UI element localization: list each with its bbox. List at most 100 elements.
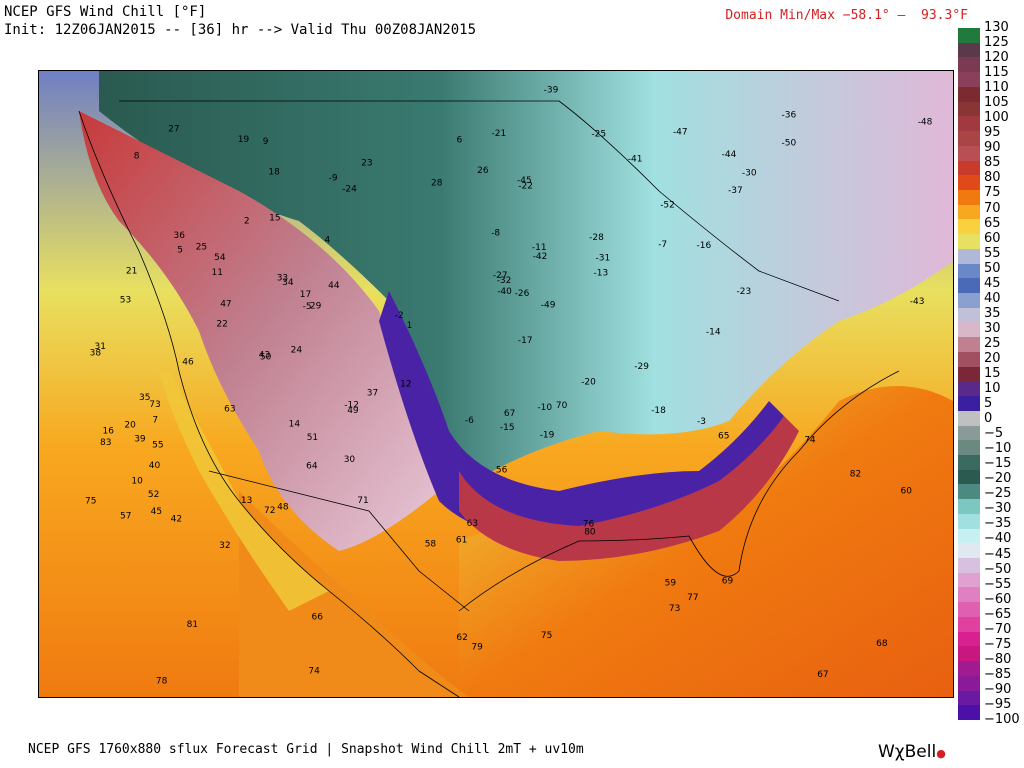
- wind-chill-value: -10: [537, 403, 552, 413]
- wind-chill-value: 38: [90, 349, 102, 359]
- wind-chill-value: 26: [477, 166, 489, 176]
- wind-chill-value: 62: [456, 633, 467, 643]
- wind-chill-value: -37: [728, 186, 743, 196]
- wind-chill-map: -26 -24 -27 -32 -30 -31 -25 -22 -36 -37 -39 -43 -45-…: [38, 70, 954, 698]
- colorbar-label: −45: [984, 546, 1012, 562]
- wind-chill-value: -9: [329, 174, 338, 184]
- wind-chill-value: 37: [367, 389, 378, 399]
- wind-chill-value: 82: [850, 469, 861, 479]
- colorbar-swatch: [958, 248, 980, 265]
- wind-chill-value: 4: [325, 236, 331, 246]
- wind-chill-value: 64: [306, 462, 318, 472]
- wind-chill-value: 33: [277, 273, 288, 283]
- wind-chill-value: 25: [196, 242, 207, 252]
- colorbar-swatch: [958, 690, 980, 706]
- wind-chill-value: -6: [465, 416, 474, 426]
- wind-chill-value: -14: [706, 328, 721, 338]
- wind-chill-values: -26-24-27-32-30-31-25-22-36-37-39-43-45-…: [85, 86, 933, 687]
- colorbar-swatch: [958, 145, 980, 161]
- colorbar-swatch: [958, 131, 980, 147]
- wind-chill-value: 34: [282, 278, 294, 288]
- colorbar-swatch: [958, 263, 980, 279]
- wind-chill-value: 70: [556, 401, 568, 411]
- colorbar-label: 20: [984, 350, 1001, 366]
- colorbar-label: 55: [984, 245, 1001, 261]
- colorbar-label: −30: [984, 501, 1012, 517]
- colorbar-swatch: [958, 661, 980, 677]
- colorbar-swatch: [958, 410, 980, 427]
- colorbar-swatch: [958, 86, 980, 103]
- wind-chill-value: -48: [918, 118, 933, 128]
- wind-chill-value: -30: [742, 169, 757, 179]
- wind-chill-value: -15: [500, 423, 515, 433]
- colorbar-label: 125: [984, 35, 1009, 51]
- wind-chill-value: 13: [241, 496, 252, 506]
- colorbar-label: 50: [984, 260, 1001, 276]
- colorbar-label: 25: [984, 335, 1001, 351]
- footer-source: NCEP GFS 1760x880 sflux Forecast Grid | …: [28, 742, 584, 757]
- colorbar-swatch: [958, 631, 980, 647]
- wind-chill-value: -50: [782, 139, 797, 149]
- colorbar-swatch: [958, 28, 980, 44]
- wind-chill-value: 61: [456, 535, 467, 545]
- wind-chill-value: 7: [152, 415, 158, 425]
- colorbar-swatch: [958, 646, 980, 662]
- colorbar-label: 30: [984, 320, 1001, 336]
- colorbar-label: 70: [984, 200, 1001, 216]
- wind-chill-value: 39: [134, 434, 146, 444]
- wind-chill-value: 72: [264, 506, 275, 516]
- wind-chill-value: -41: [628, 155, 643, 165]
- wind-chill-value: 46: [182, 358, 194, 368]
- colorbar-label: 15: [984, 366, 1001, 381]
- colorbar-swatch: [958, 351, 980, 368]
- wind-chill-value: 31: [95, 342, 106, 352]
- wind-chill-value: 49: [347, 406, 359, 416]
- canada-shading: [99, 71, 953, 491]
- wind-chill-value: -32: [497, 276, 512, 286]
- wind-chill-value: 21: [126, 266, 137, 276]
- wind-chill-value: -20: [581, 378, 596, 388]
- wind-chill-value: 23: [361, 159, 372, 169]
- colorbar-swatch: [958, 572, 980, 588]
- western-us-shading: [79, 111, 439, 551]
- wind-chill-value: 50: [260, 353, 272, 363]
- colorbar-swatch: [958, 602, 980, 618]
- wind-chill-value: 40: [149, 461, 161, 471]
- colorbar-swatch: [958, 204, 980, 220]
- wind-chill-value: -3: [697, 417, 706, 427]
- colorbar-label: −85: [984, 666, 1012, 682]
- colorbar-swatch: [958, 587, 980, 603]
- colorbar-swatch: [958, 57, 980, 73]
- wind-chill-value: -16: [697, 241, 712, 251]
- colorbar-swatch: [958, 293, 980, 309]
- colorbar-swatch: [958, 543, 980, 559]
- wind-chill-value: 56: [496, 465, 508, 475]
- wind-chill-value: 54: [214, 253, 226, 263]
- colorbar-swatch: [958, 366, 980, 382]
- wind-chill-value: 74: [308, 667, 320, 677]
- colorbar-swatch: [958, 705, 980, 721]
- colorbar-label: −40: [984, 531, 1012, 547]
- wind-chill-value: -47: [673, 128, 688, 138]
- us-mexico-border: [208, 470, 470, 612]
- wind-chill-value: 67: [504, 409, 515, 419]
- wind-chill-value: 30: [344, 455, 356, 465]
- wind-chill-value: -11: [532, 243, 547, 253]
- colorbar-label: −80: [984, 651, 1012, 667]
- wind-chill-value: 67: [817, 670, 828, 680]
- us-canada-border: [119, 100, 840, 302]
- wind-chill-value: 80: [584, 528, 596, 538]
- wind-chill-value: -36: [782, 110, 797, 120]
- wind-chill-value: -44: [722, 150, 737, 160]
- colorbar-swatch: [958, 72, 980, 88]
- wind-chill-value: 77: [687, 593, 698, 603]
- west-coastline: [78, 110, 460, 697]
- wind-chill-value: -45: [517, 176, 532, 186]
- wind-chill-value: 44: [328, 281, 340, 291]
- wind-chill-value: -7: [658, 240, 667, 250]
- colorbar-label: 40: [984, 290, 1001, 306]
- colorbar-label: −100: [984, 712, 1020, 727]
- colorbar-swatch: [958, 381, 980, 397]
- colorbar-label: 60: [984, 230, 1001, 246]
- wind-chill-value: -5: [303, 302, 312, 312]
